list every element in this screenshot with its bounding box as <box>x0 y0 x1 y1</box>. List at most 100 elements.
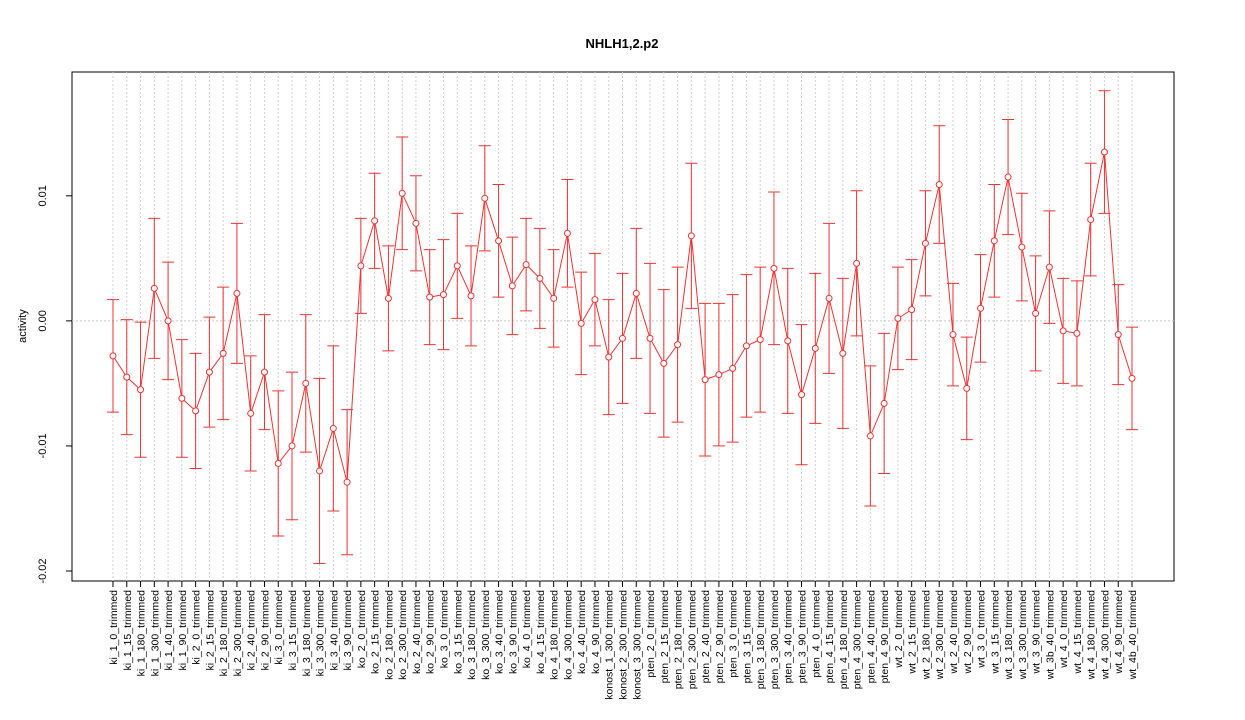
x-tick-label: pten_3_300_trimmed <box>769 590 781 689</box>
data-point <box>880 399 888 407</box>
data-point <box>522 261 530 269</box>
x-tick-label: ko_2_15_trimmed <box>370 590 382 674</box>
data-point <box>894 314 902 322</box>
data-point <box>701 376 709 384</box>
x-tick-label: ki_2_300_trimmed <box>232 590 244 677</box>
data-point <box>426 293 434 301</box>
x-tick-label: ki_1_300_trimmed <box>149 590 161 677</box>
data-point <box>605 353 613 361</box>
x-tick-label: pten_3_15_trimmed <box>741 590 753 684</box>
data-point <box>412 219 420 227</box>
data-point <box>357 262 365 270</box>
x-tick-label: ki_1_180_trimmed <box>136 590 148 677</box>
x-tick-label: konost_1_300_trimmed <box>604 590 616 700</box>
data-point <box>288 442 296 450</box>
x-tick-label: wt_2_0_trimmed <box>893 590 905 669</box>
data-point <box>715 371 723 379</box>
data-point <box>1045 263 1053 271</box>
x-tick-label: ko_3_0_trimmed <box>438 590 450 668</box>
x-tick-label: ko_2_0_trimmed <box>356 590 368 668</box>
x-tick-label: wt_2_90_trimmed <box>962 590 974 675</box>
data-point <box>742 342 750 350</box>
data-point <box>853 259 861 267</box>
data-point <box>439 291 447 299</box>
data-point <box>316 467 324 475</box>
x-tick-label: ko_3_90_trimmed <box>507 590 519 674</box>
data-point <box>977 304 985 312</box>
y-tick-label: -0.02 <box>37 558 49 583</box>
x-tick-label: wt_2_15_trimmed <box>907 590 919 675</box>
x-tick-label: pten_3_40_trimmed <box>783 590 795 684</box>
data-point <box>921 239 929 247</box>
x-tick-label: wt_3_0_trimmed <box>976 590 988 669</box>
x-tick-label: ko_2_300_trimmed <box>397 590 409 680</box>
y-tick-label: 0.01 <box>37 185 49 206</box>
data-point <box>302 379 310 387</box>
data-point <box>1128 374 1136 382</box>
x-tick-label: wt_2_180_trimmed <box>920 590 932 680</box>
x-tick-label: konost_3_300_trimmed <box>631 590 643 700</box>
x-tick-label: pten_4_0_trimmed <box>810 590 822 678</box>
data-point <box>453 262 461 270</box>
x-tick-label: ki_2_0_trimmed <box>191 590 203 665</box>
x-tick-label: pten_3_0_trimmed <box>728 590 740 678</box>
data-point <box>150 284 158 292</box>
data-point <box>536 274 544 282</box>
x-tick-label: ko_4_180_trimmed <box>549 590 561 680</box>
data-point <box>811 344 819 352</box>
x-tick-label: pten_2_180_trimmed <box>673 590 685 689</box>
x-tick-label: wt_4_300_trimmed <box>1099 590 1111 680</box>
data-point <box>1114 331 1122 339</box>
x-tick-label: konost_2_300_trimmed <box>618 590 630 700</box>
x-tick-label: wt_2_300_trimmed <box>934 590 946 680</box>
data-point <box>949 331 957 339</box>
x-tick-label: wt_4_90_trimmed <box>1113 590 1125 675</box>
data-point <box>343 478 351 486</box>
x-tick-label: pten_4_15_trimmed <box>824 590 836 684</box>
x-tick-label: ki_2_15_trimmed <box>204 590 216 671</box>
data-point <box>756 336 764 344</box>
x-tick-label: wt_3b_40_trimmed <box>1044 590 1056 680</box>
data-point <box>963 384 971 392</box>
data-point <box>1032 309 1040 317</box>
data-point <box>205 368 213 376</box>
x-tick-label: pten_4_180_trimmed <box>838 590 850 689</box>
data-point <box>192 407 200 415</box>
data-point <box>935 181 943 189</box>
data-point <box>109 352 117 360</box>
data-point <box>495 237 503 245</box>
chart-title: NHLH1,2.p2 <box>586 36 659 51</box>
x-tick-label: ko_2_40_trimmed <box>411 590 423 674</box>
x-tick-label: ko_4_0_trimmed <box>521 590 533 668</box>
x-tick-label: ko_4_40_trimmed <box>576 590 588 674</box>
data-point <box>632 289 640 297</box>
data-point <box>164 317 172 325</box>
x-tick-label: pten_2_40_trimmed <box>700 590 712 684</box>
x-tick-label: ki_1_0_trimmed <box>108 590 120 665</box>
data-point <box>137 386 145 394</box>
data-point <box>563 229 571 237</box>
x-tick-label: pten_3_90_trimmed <box>797 590 809 684</box>
x-tick-label: wt_4_180_trimmed <box>1086 590 1098 680</box>
data-point <box>247 409 255 417</box>
data-point <box>990 237 998 245</box>
data-point <box>577 319 585 327</box>
x-tick-label: ki_2_40_trimmed <box>246 590 258 671</box>
x-tick-label: ko_3_300_trimmed <box>480 590 492 680</box>
data-point <box>467 292 475 300</box>
x-tick-label: ki_1_15_trimmed <box>122 590 134 671</box>
y-tick-label: -0.01 <box>37 433 49 458</box>
x-tick-label: ki_2_90_trimmed <box>259 590 271 671</box>
data-point <box>660 359 668 367</box>
x-tick-label: ki_3_180_trimmed <box>301 590 313 677</box>
y-tick-label: 0.00 <box>37 310 49 331</box>
data-point <box>646 334 654 342</box>
data-point <box>329 424 337 432</box>
x-tick-label: ki_1_90_trimmed <box>177 590 189 671</box>
x-tick-label: wt_3_300_trimmed <box>1017 590 1029 680</box>
data-point <box>398 189 406 197</box>
x-tick-label: ko_4_90_trimmed <box>590 590 602 674</box>
data-point <box>550 294 558 302</box>
x-tick-label: pten_2_0_trimmed <box>645 590 657 678</box>
